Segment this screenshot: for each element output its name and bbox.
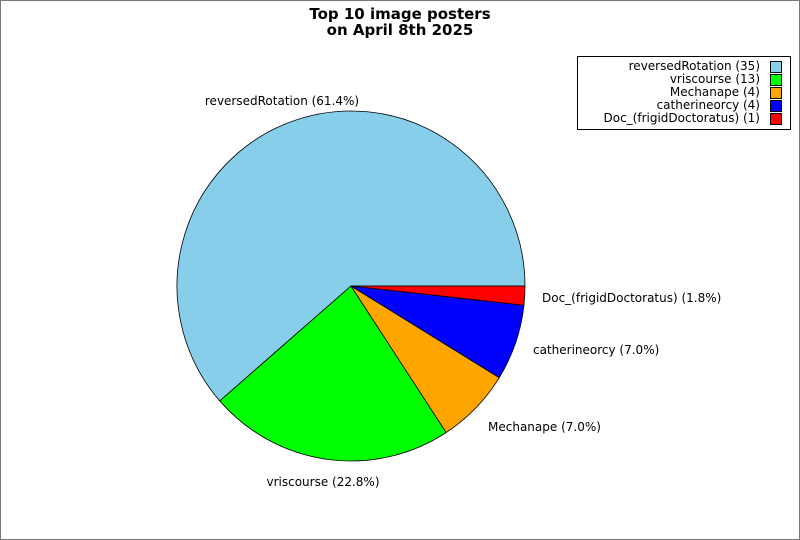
legend-entry-mechanape: Mechanape (4) bbox=[582, 86, 782, 99]
legend-entry-reversedrotation: reversedRotation (35) bbox=[582, 60, 782, 73]
legend-entry-vriscourse: vriscourse (13) bbox=[582, 73, 782, 86]
legend-swatch bbox=[770, 60, 782, 73]
legend-label: vriscourse (13) bbox=[669, 72, 760, 86]
slice-label: vriscourse (22.8%) bbox=[266, 475, 379, 489]
legend-label: catherineorcy (4) bbox=[656, 98, 760, 112]
legend-label: Mechanape (4) bbox=[669, 85, 760, 99]
legend-swatch bbox=[770, 86, 782, 99]
pie-slice-vriscourse bbox=[219, 285, 447, 462]
slice-label: reversedRotation (61.4%) bbox=[205, 94, 359, 108]
slice-label: Mechanape (7.0%) bbox=[488, 420, 601, 434]
pie-slice-doc-frigiddoctoratus bbox=[350, 285, 526, 306]
legend-swatch bbox=[770, 99, 782, 112]
pie-slice-reversedrotation bbox=[176, 110, 526, 402]
legend-swatch bbox=[770, 112, 782, 125]
legend-entry-catherineorcy: catherineorcy (4) bbox=[582, 99, 782, 112]
chart-title-line-2: on April 8th 2025 bbox=[326, 21, 474, 39]
legend-entry-doc-frigiddoctoratus: Doc_(frigidDoctoratus) (1) bbox=[582, 112, 782, 125]
chart-title-line-1: Top 10 image posters bbox=[309, 5, 491, 23]
slice-label: Doc_(frigidDoctoratus) (1.8%) bbox=[542, 291, 721, 305]
legend-swatch bbox=[770, 73, 782, 86]
chart-legend: reversedRotation (35) vriscourse (13) Me… bbox=[577, 56, 791, 130]
slice-label: catherineorcy (7.0%) bbox=[533, 343, 659, 357]
chart-title: Top 10 image posters on April 8th 2025 bbox=[1, 6, 799, 38]
legend-label: Doc_(frigidDoctoratus) (1) bbox=[603, 111, 761, 125]
legend-label: reversedRotation (35) bbox=[628, 59, 760, 73]
